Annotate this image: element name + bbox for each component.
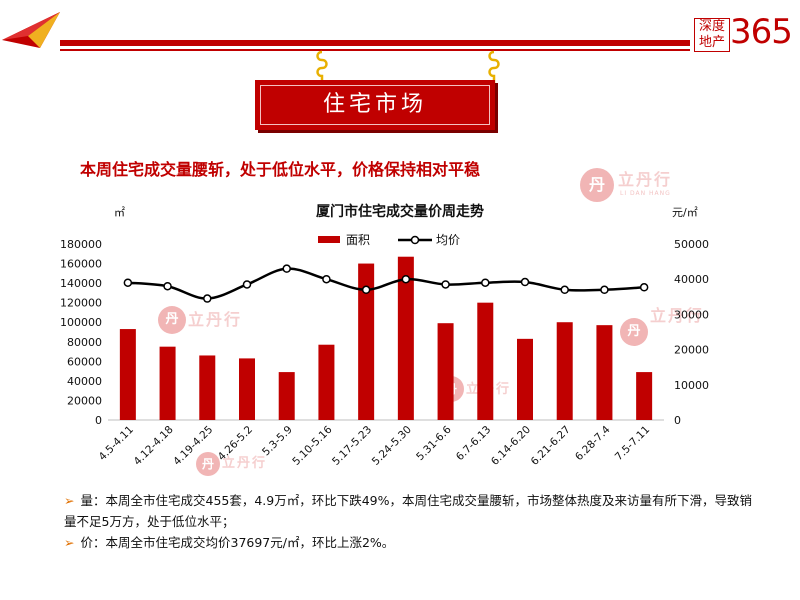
bar-area [477,302,494,420]
watermark-seal: 丹 [620,318,648,346]
bullet-text: 量：本周全市住宅成交455套，4.9万㎡，环比下跌49%，本周住宅成交量腰斩，市… [64,493,753,529]
x-tick-label: 5.24-5.30 [370,424,414,468]
paper-plane-icon [2,12,60,48]
left-axis-unit: ㎡ [114,206,125,219]
brand-box-line1: 深度 [698,19,725,34]
watermark-text: 立丹行 [222,456,268,471]
watermark-seal: 丹 [580,168,614,202]
price-point [401,274,411,284]
x-tick-label: 6.7-6.13 [454,424,494,464]
bar-area [596,325,613,420]
top-rule [60,40,690,46]
bar-area [199,355,216,420]
bar-area [119,329,136,420]
x-tick-label: 5.3-5.9 [260,424,295,459]
hanger-hook-icon [316,50,328,84]
chart: 厦门市住宅成交量价周走势 ㎡ 元/㎡ 面积 均价 0 20000 40000 6000… [60,203,709,468]
watermark-text: 立丹行 [650,306,705,325]
x-tick-label: 4.12-4.18 [131,424,175,468]
section-banner-border [260,85,490,125]
left-tick-label: 60000 [67,355,102,368]
left-tick-label: 120000 [60,297,102,310]
top-rule-thin [60,49,690,51]
bullet-arrow-icon: ➢ [64,535,75,550]
price-point [520,277,530,287]
price-point [282,264,291,273]
price-point [123,278,133,287]
left-tick-label: 100000 [60,316,102,329]
legend-swatch-area [318,236,340,243]
brand-box-line2: 地产 [698,35,725,50]
bullet-item: ➢ 价：本周全市住宅成交均价37697元/㎡，环比上涨2%。 [64,532,764,553]
legend-label-price: 均价 [436,233,460,247]
bar-area [437,323,454,420]
left-tick-label: 140000 [60,277,102,290]
hanger-hook-icon [488,50,500,84]
headline: 本周住宅成交量腰斩，处于低位水平，价格保持相对平稳 [80,160,481,179]
bar-area [159,346,176,420]
price-point [600,285,609,295]
right-tick-label: 30000 [674,308,709,321]
price-point [481,278,490,287]
section-title: 住宅市场 [322,92,427,117]
right-tick-label: 40000 [674,273,709,286]
bar-area [636,372,653,420]
section-banner: 住宅市场 [255,80,495,130]
price-point [163,281,172,291]
watermark-text: 立丹行 [618,170,673,189]
x-tick-label: 5.17-5.23 [330,424,374,468]
right-tick-label: 50000 [674,238,709,251]
price-line [127,267,645,300]
price-point [560,285,569,295]
x-tick-label: 6.14-6.20 [489,424,533,468]
price-point [361,285,371,295]
legend-label-area: 面积 [346,233,370,247]
bar-area [278,372,295,420]
bar-area [358,263,375,420]
x-tick-label: 4.19-4.25 [171,424,215,468]
price-point [639,283,649,292]
left-tick-label: 0 [95,414,102,427]
watermark-text: 立丹行 [188,310,243,329]
bar-area [556,322,573,420]
x-tick-label: 6.21-6.27 [529,424,573,468]
price-point [322,274,331,284]
x-tick-label: 7.5-7.11 [613,424,653,464]
bar-area [318,344,335,420]
right-tick-label: 0 [674,414,681,427]
left-tick-label: 160000 [60,258,102,271]
left-tick-label: 20000 [67,394,102,407]
chart-title: 厦门市住宅成交量价周走势 [316,203,484,220]
legend-marker-price [410,235,420,245]
bar-area [517,338,533,420]
price-point [242,280,252,289]
bullet-item: ➢ 量：本周全市住宅成交455套，4.9万㎡，环比下跌49%，本周住宅成交量腰斩，… [64,490,764,532]
price-point [203,294,212,303]
bullet-list: ➢ 量：本周全市住宅成交455套，4.9万㎡，环比下跌49%，本周住宅成交量腰斩，… [64,490,764,553]
price-point [441,280,450,289]
left-tick-label: 40000 [67,375,102,388]
x-tick-label: 5.10-5.16 [290,423,334,467]
bullet-text: 价：本周全市住宅成交均价37697元/㎡，环比上涨2%。 [80,535,395,550]
bullet-arrow-icon: ➢ [64,493,75,508]
right-axis-unit: 元/㎡ [672,206,698,219]
right-tick-label: 10000 [674,379,709,392]
left-tick-label: 80000 [67,336,102,349]
brand-number: 365 [730,12,793,52]
right-tick-label: 20000 [674,344,709,357]
watermark-seal: 丹 [158,306,186,334]
watermark-sub: LI DAN HANG [620,190,671,197]
bar-area [239,358,255,420]
x-tick-label: 5.31-6.6 [414,423,454,463]
x-tick-label: 6.28-7.4 [573,423,613,463]
x-tick-label: 4.5-4.11 [96,424,136,464]
x-tick-label: 4.26-5.2 [216,424,256,464]
brand-logo: 深度 地产 365 [694,12,794,54]
left-tick-label: 180000 [60,238,102,251]
brand-box: 深度 地产 [694,18,730,52]
bar-area [397,256,414,420]
watermark-seal: 丹 [196,452,220,476]
